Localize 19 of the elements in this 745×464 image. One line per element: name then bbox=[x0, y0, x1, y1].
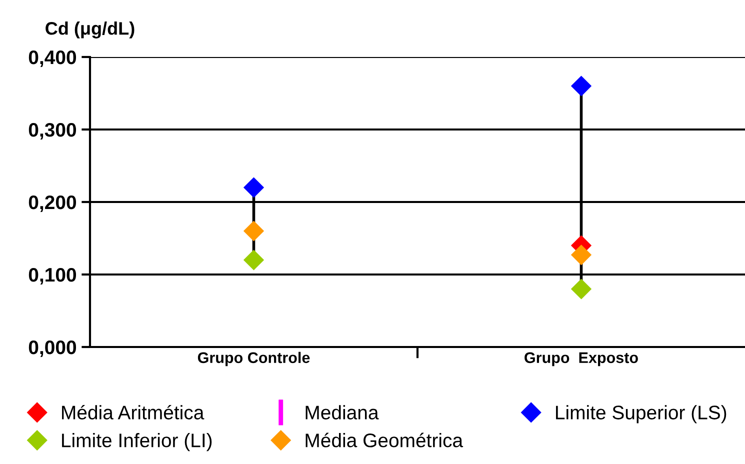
point bbox=[244, 220, 264, 242]
legend-label: Média Geométrica bbox=[306, 432, 464, 448]
point bbox=[571, 244, 592, 266]
legend-label: Limite Superior (LS) bbox=[556, 405, 726, 424]
legend-label: Média Aritmética bbox=[62, 404, 204, 420]
legend-label: Mediana bbox=[306, 405, 379, 420]
y-tick-label: 0,200 bbox=[28, 195, 76, 212]
y-tick-label: 0,400 bbox=[28, 50, 76, 68]
point bbox=[571, 76, 592, 96]
point bbox=[244, 177, 264, 198]
x-tick-label: Grupo Exposto bbox=[524, 352, 638, 366]
point bbox=[244, 250, 264, 270]
x-tick-label: Grupo Controle bbox=[198, 352, 310, 366]
y-tick-label: 0,300 bbox=[28, 122, 76, 140]
point bbox=[571, 278, 592, 300]
y-tick-label: 0,100 bbox=[28, 268, 76, 285]
legend-label: Limite Inferior (LI) bbox=[62, 433, 212, 452]
y-tick-label: 0,000 bbox=[28, 340, 76, 358]
y-axis-title: Cd (μg/dL) bbox=[46, 22, 134, 38]
